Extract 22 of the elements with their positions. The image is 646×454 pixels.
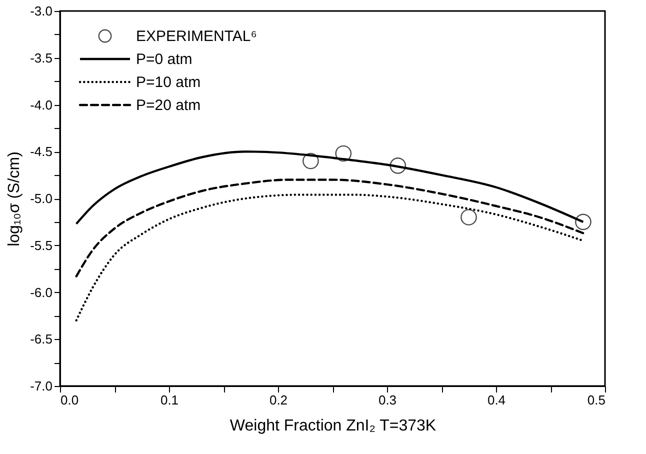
legend-label: P=10 atm	[136, 74, 201, 91]
x-tick-label: 0.5	[587, 392, 606, 408]
line-series	[75, 194, 584, 322]
x-tick-label: 0.4	[487, 392, 506, 408]
legend-label: P=0 atm	[136, 51, 192, 68]
x-tick-label: 0.3	[378, 392, 397, 408]
y-axis-title: log₁₀σ (S/cm)	[6, 152, 24, 246]
y-tick-label: -5.5	[30, 238, 52, 253]
y-tick-label: -3.0	[30, 4, 52, 18]
x-tick-label: 0.2	[269, 392, 288, 408]
y-tick-label: -5.0	[30, 191, 52, 206]
y-tick-label: -4.0	[30, 97, 52, 112]
y-tick-label: -3.5	[30, 50, 52, 66]
y-tick-label: -4.5	[30, 144, 52, 160]
x-tick-label: 0.1	[160, 392, 179, 408]
y-tick-label: -6.0	[30, 284, 52, 300]
y-tick-label: -7.0	[30, 378, 52, 394]
x-tick-label: 0.0	[60, 392, 79, 408]
legend-label: P=20 atm	[136, 97, 201, 114]
legend-label: EXPERIMENTAL⁶	[136, 28, 257, 45]
x-axis-title: Weight Fraction ZnI₂ T=373K	[230, 418, 436, 434]
y-tick-label: -6.5	[30, 332, 52, 347]
